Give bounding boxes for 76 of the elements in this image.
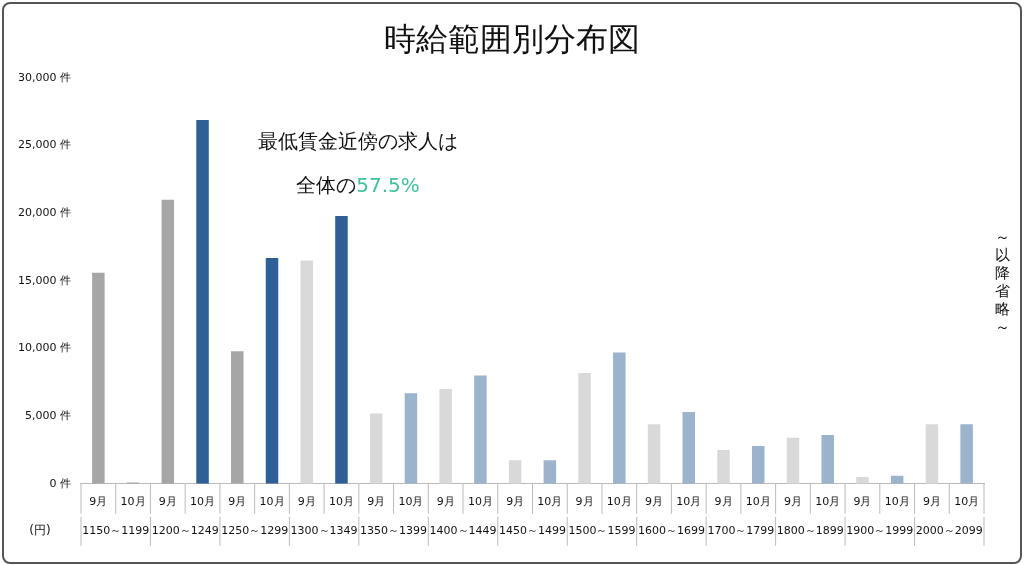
bar <box>960 424 973 484</box>
x-tick-label: 10月 <box>537 495 563 509</box>
x-tick-label: 9月 <box>297 495 316 509</box>
x-tick-label: 10月 <box>884 495 910 509</box>
bar <box>265 257 279 484</box>
text: 1150～1199 <box>82 524 150 538</box>
bar <box>786 437 800 484</box>
x-tick-label: 10月 <box>398 495 424 509</box>
y-tick-label: 10,000 件 <box>17 341 71 355</box>
bar <box>335 215 348 484</box>
bar <box>682 412 696 484</box>
bar <box>856 477 869 484</box>
x-tick-label: 9月 <box>922 495 941 509</box>
x-tick-label: 10月 <box>328 495 354 509</box>
x-tick-label: 10月 <box>467 495 493 509</box>
x-tick-label: 9月 <box>367 495 386 509</box>
y-tick-label: 25,000 件 <box>17 138 71 152</box>
bar <box>578 372 591 484</box>
x-tick-label: 9月 <box>228 495 247 509</box>
bar <box>543 460 557 484</box>
y-tick-label: 30,000 件 <box>17 70 71 84</box>
bar <box>717 449 730 484</box>
x-tick-label: 10月 <box>120 495 146 509</box>
bar <box>821 435 834 484</box>
x-tick-label: 9月 <box>853 495 872 509</box>
y-tick-label: 20,000 件 <box>17 206 71 220</box>
text: 1300～1349 <box>290 524 358 538</box>
x-tick-label: 9月 <box>158 495 177 509</box>
y-tick-label: 0 件 <box>49 476 71 490</box>
bar <box>161 199 175 484</box>
x-tick-label: 9月 <box>506 495 525 509</box>
text: 1400～1449 <box>429 524 497 538</box>
bar <box>613 352 626 484</box>
y-tick-label: 15,000 件 <box>17 273 71 287</box>
bar <box>925 424 939 484</box>
text: 1800～1899 <box>776 524 844 538</box>
text: ～以降省略～ <box>994 227 1010 336</box>
text: 1350～1399 <box>360 524 428 538</box>
x-tick-label: 9月 <box>436 495 455 509</box>
annotation: 57.5% <box>356 173 420 198</box>
bar <box>300 260 313 484</box>
x-tick-label: 10月 <box>606 495 632 509</box>
annotation: 全体の <box>296 173 357 198</box>
annotation: 最低賃金近傍の求人は <box>258 129 458 154</box>
text: 1900～1999 <box>846 524 914 538</box>
x-tick-label: 9月 <box>575 495 594 509</box>
x-tick-label: 9月 <box>645 495 664 509</box>
bar <box>231 351 244 484</box>
chart-title: 時給範囲別分布図 <box>384 20 640 59</box>
bar <box>474 375 487 484</box>
text: 1700～1799 <box>707 524 775 538</box>
text: 2000～2099 <box>915 524 983 538</box>
x-tick-label: 9月 <box>714 495 733 509</box>
x-tick-label: 10月 <box>745 495 771 509</box>
x-tick-label: 10月 <box>676 495 702 509</box>
bar <box>404 393 418 484</box>
bar <box>752 445 765 484</box>
x-tick-label: 9月 <box>783 495 802 509</box>
bar <box>369 413 383 484</box>
x-tick-label: 10月 <box>259 495 285 509</box>
x-tick-label: 10月 <box>815 495 841 509</box>
text: 1450～1499 <box>498 524 566 538</box>
y-tick-label: 5,000 件 <box>24 409 71 423</box>
text: 1500～1599 <box>568 524 636 538</box>
bar <box>92 272 105 484</box>
bar <box>508 460 522 484</box>
text: 1600～1699 <box>637 524 705 538</box>
x-axis-title: (円) <box>29 523 51 538</box>
x-tick-label: 10月 <box>190 495 216 509</box>
x-tick-label: 9月 <box>89 495 108 509</box>
text: 1250～1299 <box>221 524 289 538</box>
text: 1200～1249 <box>151 524 219 538</box>
bar <box>439 389 452 484</box>
bar <box>196 119 209 484</box>
bar <box>647 424 661 484</box>
x-tick-label: 10月 <box>954 495 980 509</box>
